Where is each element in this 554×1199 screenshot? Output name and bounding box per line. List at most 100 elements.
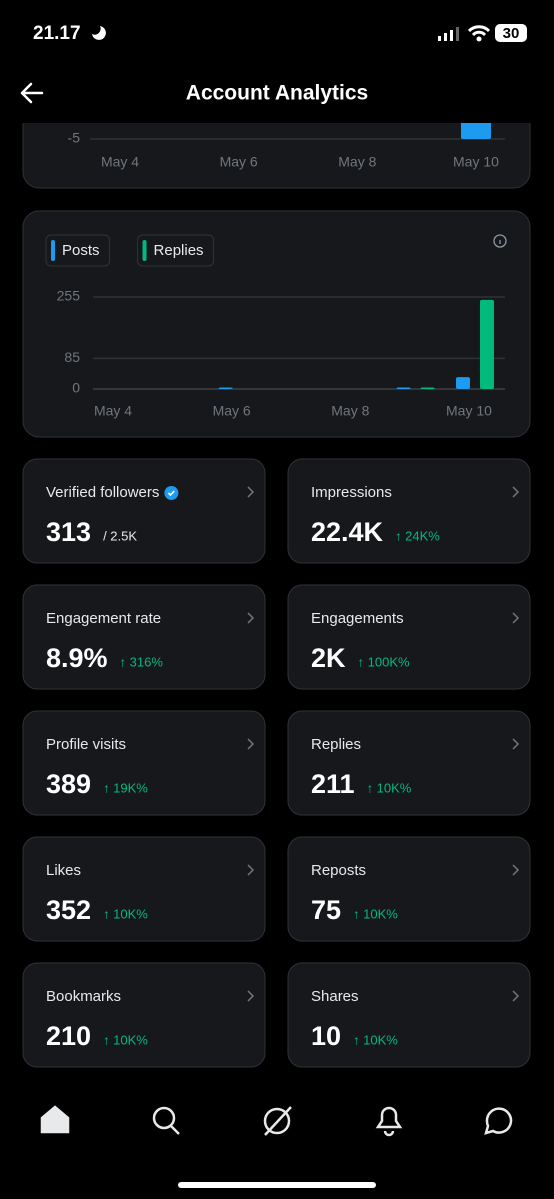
legend-swatch (51, 240, 55, 261)
metric-change: ↑ 24K% (395, 528, 440, 543)
x-tick-label: May 4 (101, 154, 139, 170)
metric-value: 211 (311, 769, 355, 799)
chart-card (22, 210, 531, 438)
metric-change: ↑ 19K% (103, 780, 148, 795)
chevron (512, 864, 520, 876)
legend-item (45, 234, 111, 267)
metric-value: 389 (46, 769, 91, 799)
x-tick-label: May 10 (446, 403, 492, 419)
legend-swatch (142, 240, 147, 261)
chevron (512, 990, 520, 1002)
chevron (512, 738, 520, 750)
metric-change: ↑ 10K% (353, 1032, 398, 1047)
card-background (22, 710, 266, 816)
metric-value: 210 (46, 1021, 91, 1051)
metric-label: Reposts (311, 862, 366, 879)
grok-tab[interactable] (263, 1106, 292, 1136)
metric-total: / 2.5K (103, 528, 137, 543)
chevron (512, 612, 520, 624)
metric-label: Profile visits (46, 736, 126, 753)
metric-card[interactable]: Profile visits 389 ↑ 19K% (22, 710, 266, 816)
verified-check (167, 490, 175, 497)
moon-icon (92, 26, 106, 40)
card-background (22, 836, 266, 942)
card-background (287, 710, 531, 816)
y-tick-label: 85 (64, 349, 80, 365)
metric-card[interactable]: Verified followers 313 / 2.5K (22, 458, 266, 564)
bottom-nav (40, 1105, 513, 1137)
legend-label: Posts (62, 242, 100, 259)
chevron (247, 990, 255, 1002)
metric-card[interactable]: Likes 352 ↑ 10K% (22, 836, 266, 942)
metric-value: 10 (311, 1021, 341, 1051)
bar (218, 387, 233, 389)
card-background (22, 584, 266, 690)
card-background (22, 962, 266, 1068)
header-background (0, 0, 554, 123)
metric-card[interactable]: Replies 211 ↑ 10K% (287, 710, 531, 816)
x-tick-label: May 6 (213, 403, 251, 419)
back-button[interactable] (20, 82, 44, 104)
battery-level: 30 (503, 25, 520, 42)
wifi-icon (467, 25, 491, 37)
chevron (247, 738, 255, 750)
search-tab[interactable] (152, 1106, 180, 1135)
battery-icon (495, 24, 527, 42)
x-tick-label: May 8 (338, 154, 376, 170)
x-tick-label: May 4 (94, 403, 132, 419)
metric-label: Engagement rate (46, 610, 161, 627)
x-tick-label: May 8 (331, 403, 369, 419)
metric-card[interactable]: Engagements 2K ↑ 100K% (287, 584, 531, 690)
bar (455, 377, 470, 389)
info-icon (493, 234, 507, 248)
card-background (22, 458, 266, 564)
metric-card[interactable]: Impressions 22.4K ↑ 24K% (287, 458, 531, 564)
metric-change: ↑ 10K% (367, 780, 412, 795)
y-tick-label: 255 (57, 288, 81, 304)
metric-change: ↑ 316% (120, 654, 164, 669)
metric-value: 22.4K (311, 517, 384, 547)
metric-card[interactable]: Reposts 75 ↑ 10K% (287, 836, 531, 942)
metric-label: Replies (311, 736, 361, 753)
metric-label: Likes (46, 862, 81, 879)
metric-value: 75 (311, 895, 341, 925)
metric-label: Verified followers (46, 484, 159, 501)
home-tab[interactable] (40, 1105, 70, 1134)
metric-label: Engagements (311, 610, 404, 627)
metric-label: Shares (311, 988, 359, 1005)
metric-label: Impressions (311, 484, 392, 501)
metric-value: 352 (46, 895, 91, 925)
bar (460, 119, 491, 139)
metric-card[interactable]: Shares 10 ↑ 10K% (287, 962, 531, 1068)
legend-label: Replies (154, 242, 204, 259)
notifications-tab[interactable] (375, 1106, 403, 1137)
home-indicator (178, 1182, 376, 1188)
status-time: 21.17 (33, 23, 81, 44)
card-background (287, 962, 531, 1068)
card-background (287, 584, 531, 690)
chevron (247, 864, 255, 876)
metric-card[interactable]: Engagement rate 8.9% ↑ 316% (22, 584, 266, 690)
y-tick-label: -5 (68, 130, 81, 146)
bar (396, 387, 411, 389)
metric-value: 313 (46, 517, 91, 547)
metric-change: ↑ 10K% (103, 1032, 148, 1047)
legend-item (137, 234, 215, 267)
signal-icon (438, 27, 459, 41)
metric-change: ↑ 10K% (353, 906, 398, 921)
bar (420, 387, 435, 389)
chevron (247, 612, 255, 624)
x-tick-label: May 6 (220, 154, 258, 170)
chevron (512, 486, 520, 498)
chart: 0 85 255 May 4 May 6 May 8 May 10 Posts Replies (22, 210, 531, 438)
metric-change: ↑ 100K% (358, 654, 410, 669)
metric-value: 2K (311, 643, 346, 673)
metric-label: Bookmarks (46, 988, 121, 1005)
x-tick-label: May 10 (453, 154, 499, 170)
metric-card[interactable]: Bookmarks 210 ↑ 10K% (22, 962, 266, 1068)
card-background (287, 458, 531, 564)
messages-tab[interactable] (484, 1107, 513, 1135)
page-title: Account Analytics (186, 82, 368, 105)
bar (479, 299, 494, 389)
